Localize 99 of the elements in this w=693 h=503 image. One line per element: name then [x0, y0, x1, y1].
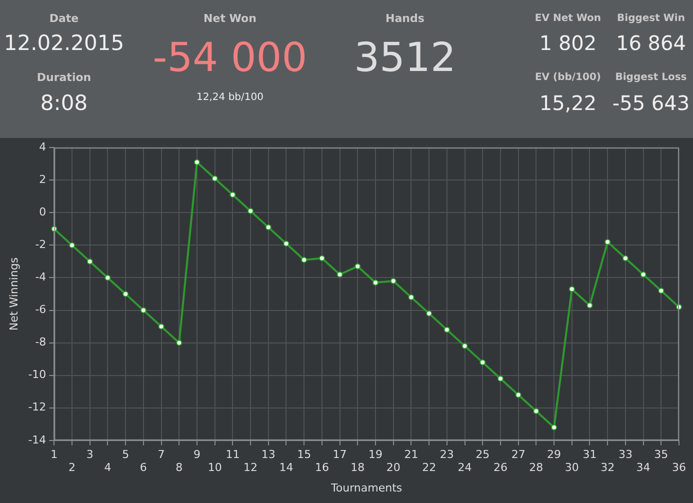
point: [390, 278, 396, 284]
x-tick-label: 15: [297, 448, 312, 461]
x-tick-label: 22: [422, 461, 436, 474]
x-tick-label: 35: [654, 448, 668, 461]
point: [515, 392, 522, 398]
point: [372, 280, 379, 286]
point: [230, 192, 236, 198]
y-tick-label: -12: [28, 400, 46, 414]
point: [336, 271, 343, 278]
y-axis-title: Net Winnings: [7, 257, 20, 331]
point: [640, 271, 646, 278]
text: 16 864: [615, 31, 687, 55]
x-tick-label: 2: [68, 461, 76, 474]
text: -55 643: [612, 91, 690, 115]
text: 1 802: [538, 31, 598, 55]
text: Hands: [384, 12, 426, 26]
point: [194, 159, 200, 166]
x-tick-label: 5: [122, 448, 130, 461]
x-tick-label: 1: [50, 448, 58, 461]
point: [497, 376, 504, 382]
x-tick-label: 4: [104, 461, 112, 474]
x-tick-label: 30: [564, 461, 579, 474]
y-tick-label: -14: [28, 433, 46, 446]
x-axis-title: Tournaments: [330, 481, 402, 494]
text: EV Net Won: [534, 13, 602, 24]
text: 3512: [353, 35, 457, 81]
x-tick-label: 26: [493, 461, 508, 474]
point: [318, 255, 325, 262]
text: Date: [48, 12, 80, 26]
point: [604, 238, 611, 245]
x-tick-label: 29: [547, 448, 562, 461]
y-tick-label: -6: [35, 303, 46, 316]
text: 15,22: [538, 91, 598, 115]
x-tick-label: 12: [244, 461, 258, 474]
point: [248, 208, 254, 214]
y-tick-label: -8: [35, 336, 46, 349]
x-tick-label: 19: [368, 448, 383, 461]
point: [444, 326, 450, 333]
y-tick-label: 4: [39, 140, 46, 154]
x-tick-label: 18: [350, 461, 365, 474]
y-tick-label: 2: [39, 172, 46, 186]
x-tick-label: 27: [511, 448, 526, 461]
x-tick-label: 8: [176, 461, 183, 474]
x-tick-label: 21: [404, 448, 418, 461]
point: [69, 242, 76, 248]
point: [212, 176, 218, 182]
x-tick-label: 31: [582, 448, 597, 461]
x-tick-label: 3: [86, 448, 94, 461]
point: [551, 424, 558, 430]
text: 12,24 bb/100: [196, 92, 264, 103]
x-tick-label: 32: [600, 461, 615, 474]
x-tick-label: 11: [226, 448, 240, 461]
point: [122, 291, 129, 297]
x-tick-label: 17: [332, 448, 347, 461]
text: Biggest Win: [616, 13, 686, 24]
x-tick-label: 6: [140, 461, 147, 474]
x-tick-label: 36: [672, 461, 686, 474]
x-tick-label: 33: [618, 448, 632, 461]
point: [140, 307, 146, 314]
y-tick-label: -4: [35, 270, 46, 284]
x-tick-label: 25: [476, 448, 490, 461]
x-tick-label: 7: [158, 448, 165, 461]
point: [586, 302, 593, 308]
text: EV (bb/100): [534, 72, 602, 83]
x-tick-label: 34: [636, 461, 650, 474]
text: -54 000: [152, 35, 308, 81]
point: [104, 274, 111, 281]
point: [283, 240, 290, 247]
text: Duration: [36, 71, 92, 84]
point: [426, 310, 432, 317]
text: 8:08: [39, 91, 89, 116]
x-tick-label: 13: [261, 448, 276, 461]
point: [622, 255, 628, 262]
text: Net Won: [202, 12, 258, 26]
text: 12.02.2015: [2, 31, 126, 56]
x-tick-label: 28: [529, 461, 544, 474]
x-tick-label: 9: [193, 448, 200, 461]
text: Biggest Loss: [614, 72, 688, 83]
x-tick-label: 23: [440, 448, 454, 461]
y-tick-label: 0: [39, 206, 46, 219]
point: [462, 343, 468, 350]
point: [408, 294, 414, 300]
x-tick-label: 14: [279, 461, 294, 474]
point: [265, 224, 272, 230]
y-tick-label: -10: [28, 368, 46, 382]
point: [354, 263, 361, 270]
point: [176, 340, 182, 346]
x-tick-label: 20: [386, 461, 400, 474]
x-tick-label: 16: [314, 461, 329, 474]
y-tick-label: -2: [35, 238, 46, 252]
point: [158, 324, 164, 330]
point: [568, 286, 575, 292]
point: [301, 256, 308, 263]
x-tick-label: 10: [208, 461, 222, 474]
point: [658, 288, 664, 294]
point: [86, 258, 93, 264]
x-tick-label: 24: [458, 461, 472, 474]
point: [533, 408, 540, 414]
point: [480, 359, 486, 366]
